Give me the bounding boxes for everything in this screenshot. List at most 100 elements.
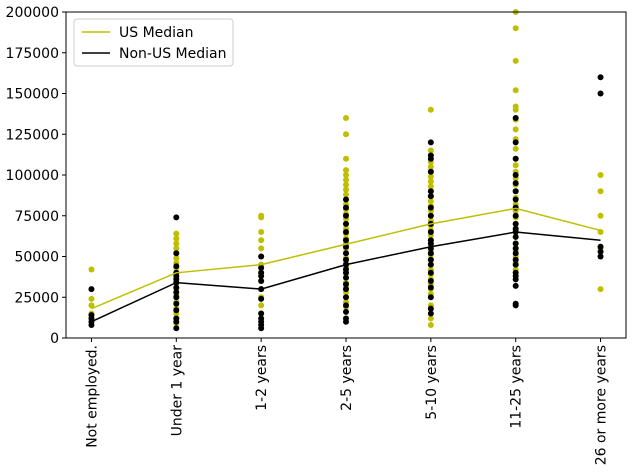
scatter-point <box>427 284 434 291</box>
scatter-point <box>173 289 180 296</box>
scatter-point <box>512 245 519 252</box>
scatter-point <box>427 269 434 276</box>
x-tick-label: 1-2 years <box>254 345 270 411</box>
scatter-point <box>343 281 349 288</box>
plot-marks <box>88 9 604 332</box>
scatter-point <box>512 155 519 162</box>
scatter-point <box>343 256 349 263</box>
scatter-point <box>343 131 349 138</box>
scatter-point <box>427 106 434 113</box>
scatter-point <box>512 25 519 32</box>
scatter-point <box>343 167 349 174</box>
median-line-us <box>91 207 601 310</box>
scatter-point <box>512 220 519 227</box>
scatter-point <box>512 188 519 195</box>
scatter-point <box>343 318 349 325</box>
legend-label: Non-US Median <box>119 46 226 62</box>
scatter-point <box>173 300 180 307</box>
x-tick-label: 11-25 years <box>509 345 525 429</box>
scatter-point <box>343 308 349 315</box>
scatter-point <box>343 220 349 227</box>
scatter-point <box>512 250 519 257</box>
y-tick-label: 0 <box>50 331 59 347</box>
scatter-point <box>173 284 180 291</box>
scatter-point <box>173 255 180 262</box>
scatter-point <box>512 302 519 309</box>
scatter-point <box>173 250 180 257</box>
scatter-point <box>343 294 349 301</box>
scatter-point <box>427 321 434 328</box>
scatter-point <box>258 273 265 280</box>
scatter-point <box>512 145 519 152</box>
x-tick-label: 26 or more years <box>594 345 610 465</box>
scatter-point <box>512 114 519 121</box>
scatter-point <box>512 180 519 187</box>
y-tick-label: 175000 <box>6 46 59 62</box>
scatter-point <box>427 155 434 162</box>
scatter-point <box>343 302 349 309</box>
scatter-point <box>427 240 434 247</box>
scatter-point <box>597 253 604 260</box>
scatter-point <box>512 162 519 169</box>
scatter-point <box>343 181 349 188</box>
scatter-point <box>512 233 519 240</box>
scatter-point <box>427 229 434 236</box>
scatter-point <box>258 229 265 236</box>
scatter-point <box>173 245 180 252</box>
scatter-point <box>88 286 95 293</box>
scatter-point <box>512 240 519 247</box>
scatter-point <box>427 188 434 195</box>
scatter-point <box>427 261 434 268</box>
scatter-point <box>597 286 604 293</box>
scatter-point <box>173 307 180 314</box>
scatter-point <box>343 196 349 203</box>
scatter-point <box>343 212 349 219</box>
scatter-point <box>427 168 434 175</box>
scatter-point <box>427 212 434 219</box>
scatter-point <box>343 274 349 281</box>
scatter-point <box>343 176 349 183</box>
legend-label: US Median <box>119 25 194 41</box>
scatter-point <box>427 198 434 205</box>
scatter-point <box>88 295 95 302</box>
scatter-point <box>173 294 180 301</box>
scatter-point <box>258 214 265 221</box>
scatter-point <box>343 237 349 244</box>
scatter-point <box>258 277 265 284</box>
scatter-point <box>343 269 349 276</box>
axes: 0 25000 50000 75000 100000 125000 150000 175000… <box>6 5 610 465</box>
scatter-point <box>173 240 180 247</box>
scatter-point <box>597 188 604 195</box>
scatter-point <box>343 186 349 193</box>
scatter-point <box>427 256 434 263</box>
scatter-point <box>427 193 434 200</box>
scatter-point <box>427 178 434 185</box>
scatter-point <box>512 256 519 263</box>
scatter-point <box>427 173 434 180</box>
y-tick-label: 50000 <box>14 250 59 266</box>
y-tick-label: 125000 <box>6 127 59 143</box>
scatter-point <box>512 87 519 94</box>
legend: US Median Non-US Median <box>73 18 234 67</box>
scatter-point <box>512 212 519 219</box>
y-tick-label: 200000 <box>6 5 59 21</box>
scatter-point <box>427 147 434 154</box>
scatter-point <box>343 250 349 257</box>
scatter-point <box>597 90 604 97</box>
scatter-point <box>343 172 349 178</box>
scatter-point <box>597 248 604 255</box>
median-line-non-us <box>91 231 601 323</box>
scatter-point <box>427 305 434 312</box>
scatter-point <box>343 191 349 198</box>
scatter-point <box>597 74 604 81</box>
x-tick-label: 2-5 years <box>339 345 355 411</box>
scatter-point <box>597 243 604 250</box>
scatter-point <box>343 114 349 121</box>
scatter-point <box>427 204 434 211</box>
scatter-point <box>512 282 519 289</box>
scatter-point <box>597 212 604 219</box>
scatter-point <box>512 106 519 113</box>
scatter-point <box>258 245 265 252</box>
scatter-point <box>512 172 519 178</box>
